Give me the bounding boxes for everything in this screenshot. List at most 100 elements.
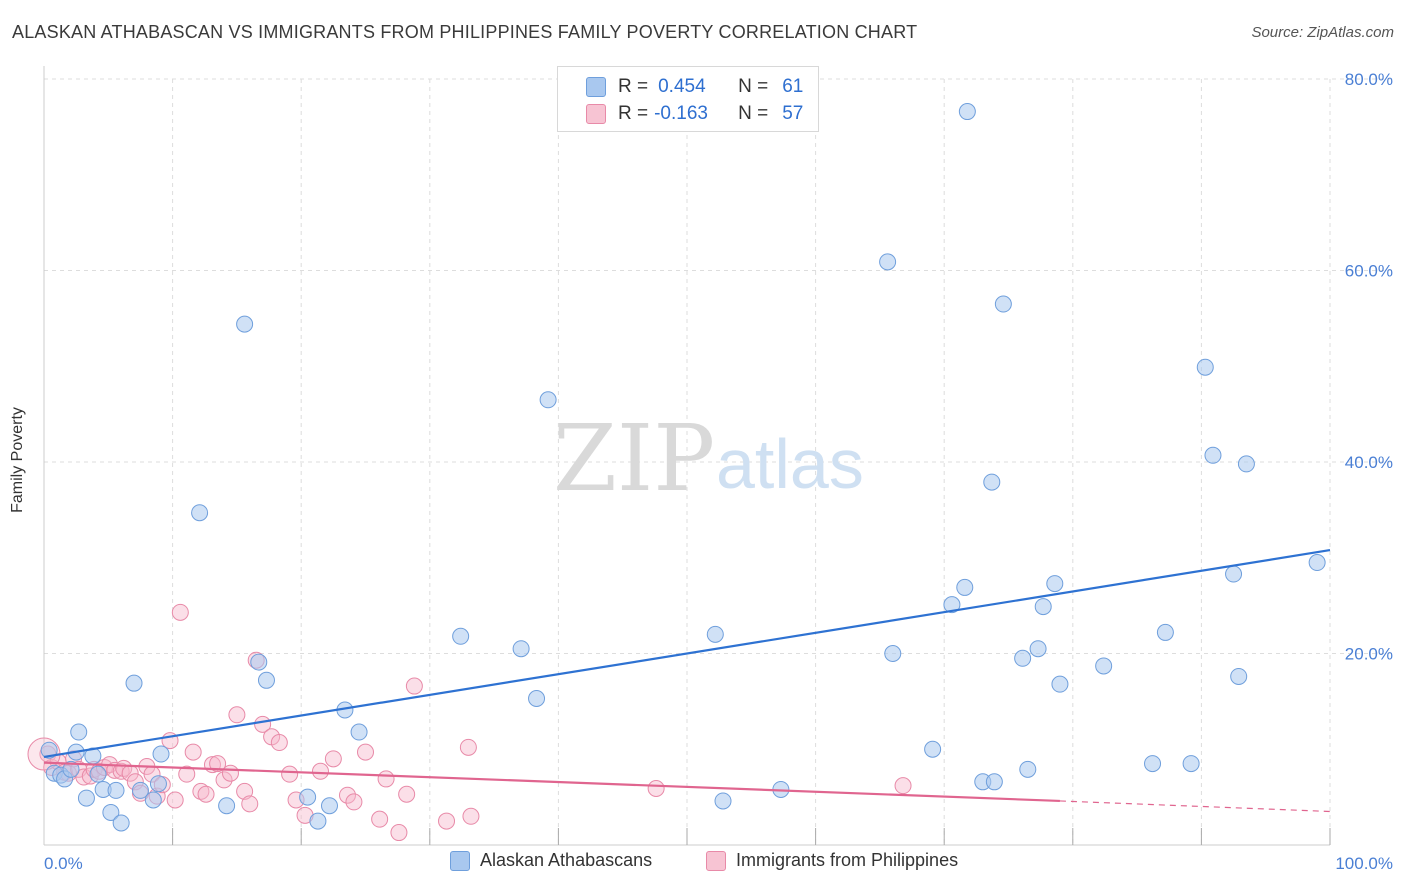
data-point-blue xyxy=(125,674,143,692)
data-point-blue xyxy=(1308,554,1326,572)
data-point-blue xyxy=(350,723,368,741)
data-point-blue xyxy=(528,690,546,708)
data-point-pink xyxy=(311,762,329,780)
blue-series-points xyxy=(40,103,1326,832)
data-point-blue xyxy=(1051,675,1069,693)
data-point-blue xyxy=(879,253,897,271)
data-point-pink xyxy=(178,765,196,783)
x-tick-label-min: 0.0% xyxy=(44,854,83,873)
watermark: ZIP atlas xyxy=(553,405,864,512)
data-point-blue xyxy=(77,789,95,807)
data-point-pink xyxy=(338,786,356,804)
data-point-blue xyxy=(884,645,902,662)
pink-swatch xyxy=(586,104,606,124)
stat-r-label: R = xyxy=(618,103,649,124)
data-point-pink xyxy=(377,770,395,788)
data-point-blue xyxy=(70,723,88,741)
bottom-legend: Alaskan Athabascans Immigrants from Phil… xyxy=(0,850,1406,880)
stat-r-value: -0.163 xyxy=(654,103,708,124)
data-point-blue xyxy=(924,740,942,758)
data-point-pink xyxy=(371,810,389,828)
stat-n-label: N = xyxy=(738,76,769,97)
data-point-blue xyxy=(1237,455,1255,473)
data-point-pink xyxy=(171,603,189,621)
x-tick-label-max: 100.0% xyxy=(1335,854,1393,873)
data-point-pink xyxy=(459,738,477,756)
stats-legend: R = 0.454 N = 61 R = -0.163 N = 57 xyxy=(557,66,819,132)
trendline-pink xyxy=(43,761,1060,803)
data-point-blue xyxy=(299,788,317,806)
data-point-blue xyxy=(1204,446,1222,464)
data-point-blue xyxy=(131,781,149,799)
watermark-zip: ZIP xyxy=(553,405,715,512)
stat-n-value: 61 xyxy=(782,76,804,97)
data-point-blue xyxy=(1034,598,1052,616)
data-point-blue xyxy=(1029,640,1047,658)
data-point-blue xyxy=(1230,667,1248,685)
data-point-pink xyxy=(894,777,912,795)
data-point-blue xyxy=(191,504,209,522)
data-point-pink xyxy=(398,785,416,803)
trendline-blue xyxy=(43,549,1331,758)
data-point-pink xyxy=(438,812,456,830)
data-point-pink xyxy=(209,755,227,773)
data-point-blue xyxy=(1196,358,1214,376)
stat-r-label: R = xyxy=(618,76,649,97)
data-point-blue xyxy=(994,295,1012,313)
legend-item-alaskan-athabascans[interactable]: Alaskan Athabascans xyxy=(450,850,652,871)
data-point-blue xyxy=(983,473,1001,491)
stat-n-label: N = xyxy=(738,103,769,124)
y-tick-label: 40.0% xyxy=(1345,453,1393,472)
data-point-pink xyxy=(281,765,299,783)
source-credit: Source: ZipAtlas.com xyxy=(1251,24,1394,41)
data-point-blue xyxy=(1019,760,1037,778)
data-point-blue xyxy=(943,596,961,614)
data-point-pink xyxy=(405,677,423,695)
data-point-blue xyxy=(1144,755,1162,773)
data-point-pink xyxy=(270,734,288,752)
legend-item-immigrants-from-philippines[interactable]: Immigrants from Philippines xyxy=(706,850,958,871)
data-point-blue xyxy=(112,814,130,832)
data-point-pink xyxy=(221,764,239,782)
data-point-blue xyxy=(512,640,530,658)
data-point-blue xyxy=(1182,755,1200,773)
data-point-pink xyxy=(345,793,363,811)
legend-label: Alaskan Athabascans xyxy=(480,850,653,870)
data-point-blue xyxy=(320,797,338,815)
chart-title: ALASKAN ATHABASCAN VS IMMIGRANTS FROM PH… xyxy=(12,22,918,42)
axes xyxy=(43,66,1331,846)
stat-row-pink: R = -0.163 N = 57 xyxy=(558,101,803,127)
data-point-pink xyxy=(324,750,342,768)
data-point-blue xyxy=(539,391,557,409)
data-point-blue xyxy=(1014,649,1032,667)
data-point-blue xyxy=(62,760,80,778)
stat-r-value: 0.454 xyxy=(658,76,706,97)
data-point-pink xyxy=(215,771,233,789)
data-point-pink xyxy=(184,743,202,761)
data-point-pink xyxy=(357,743,374,761)
data-point-pink xyxy=(166,791,184,809)
legend-swatch-pink xyxy=(706,850,726,871)
data-point-blue xyxy=(89,765,107,783)
legend-swatch-blue xyxy=(450,850,470,871)
data-point-pink xyxy=(647,780,665,798)
data-point-blue xyxy=(1225,565,1243,583)
gridlines xyxy=(44,78,1392,845)
blue-swatch xyxy=(586,77,606,97)
trendlines xyxy=(43,549,1331,813)
data-point-pink xyxy=(462,807,480,825)
data-point-blue xyxy=(236,315,254,333)
data-point-pink xyxy=(197,785,215,803)
data-point-blue xyxy=(309,812,327,830)
data-point-blue xyxy=(218,797,236,815)
data-point-blue xyxy=(144,791,162,809)
data-point-blue xyxy=(985,773,1003,791)
data-point-pink xyxy=(390,824,408,842)
data-point-blue xyxy=(250,653,268,671)
data-point-blue xyxy=(149,775,167,793)
data-point-blue xyxy=(1095,657,1113,675)
stat-n-value: 57 xyxy=(782,103,804,124)
data-point-blue xyxy=(102,803,120,821)
data-point-blue xyxy=(1046,575,1064,593)
